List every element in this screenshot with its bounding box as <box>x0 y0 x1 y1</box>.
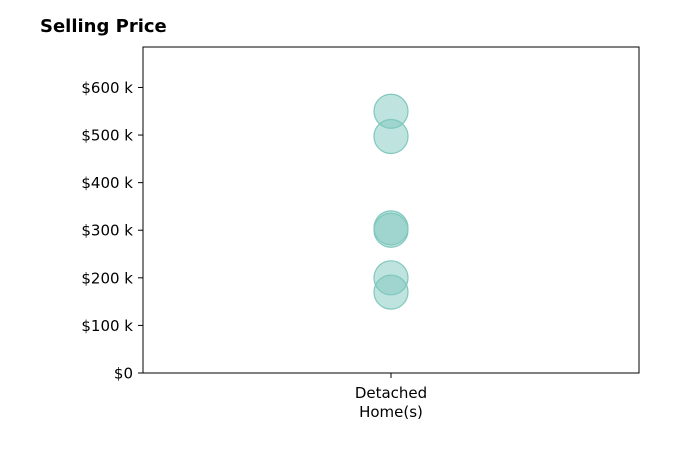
y-tick-label: $100 k <box>81 317 133 335</box>
y-tick-label: $200 k <box>81 269 133 287</box>
y-tick-label: $600 k <box>81 79 133 97</box>
y-tick-label: $300 k <box>81 222 133 240</box>
data-points <box>373 93 409 310</box>
x-axis: Detached Home(s) <box>355 373 427 421</box>
x-tick-label: Detached Home(s) <box>355 384 427 421</box>
data-point <box>373 118 409 155</box>
data-point <box>373 212 409 248</box>
chart-title: Selling Price <box>40 16 167 37</box>
y-tick-label: $500 k <box>81 127 133 145</box>
data-point <box>373 274 409 310</box>
y-tick-label: $400 k <box>81 174 133 192</box>
y-tick-label: $0 <box>114 365 133 383</box>
y-axis: $0 $100 k $200 k $300 k $400 k $500 k $600 k <box>81 79 143 383</box>
